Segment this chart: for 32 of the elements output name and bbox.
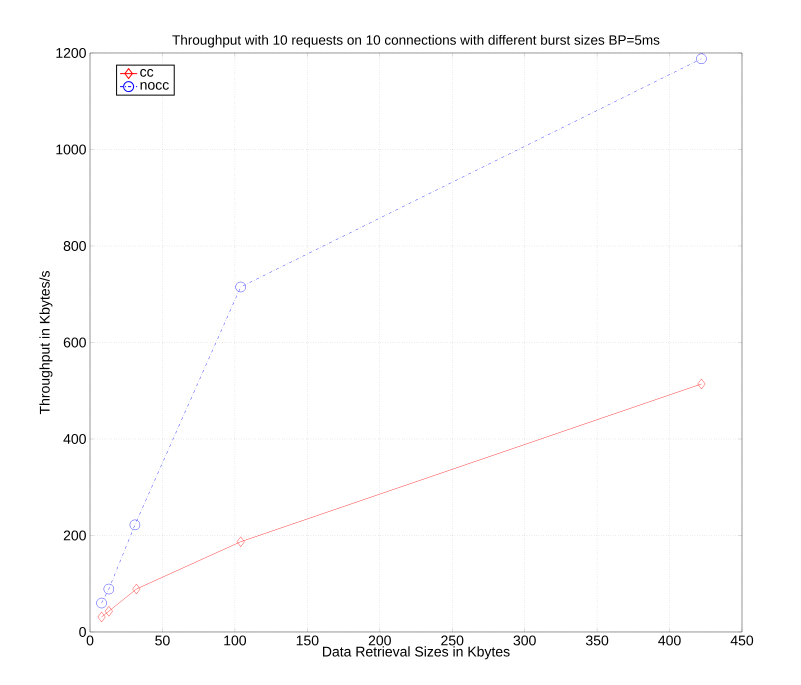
x-tick-label: 100 (224, 636, 246, 646)
x-tick-label: 350 (586, 636, 608, 646)
y-tick-label: 200 (64, 530, 86, 540)
x-tick-label: 400 (658, 636, 681, 646)
x-tick-label: 50 (155, 636, 170, 646)
point (697, 378, 706, 390)
y-tick-label: 1200 (56, 48, 86, 58)
point (130, 520, 140, 530)
x-tick-label: 200 (368, 636, 391, 646)
legend-label: nocc (140, 82, 169, 90)
y-tick-label: 0 (79, 627, 86, 637)
x-axis-title: Data Retrieval Sizes in Kbytes (322, 646, 510, 660)
x-tick-label: 250 (441, 636, 464, 646)
point (132, 584, 140, 594)
x-tick-label: 300 (514, 636, 536, 646)
y-tick-label: 800 (64, 241, 86, 251)
x-tick-label: 450 (730, 636, 754, 646)
point (98, 612, 106, 622)
point (236, 536, 245, 547)
chart-title: Throughput with 10 requests on 10 connections with different burst sizes BP=5ms (172, 34, 660, 48)
y-tick-label: 600 (64, 338, 86, 348)
point (96, 598, 107, 608)
y-axis-title: Throughput in Kbytes/s (39, 271, 52, 414)
y-tick-label: 1000 (56, 144, 86, 154)
point (235, 282, 246, 292)
legend-label: cc (140, 69, 154, 77)
point (104, 606, 113, 616)
point (696, 54, 707, 64)
x-tick-label: 150 (296, 636, 318, 646)
x-tick-label: 0 (86, 636, 94, 646)
point (104, 584, 114, 594)
y-tick-label: 400 (63, 434, 86, 444)
